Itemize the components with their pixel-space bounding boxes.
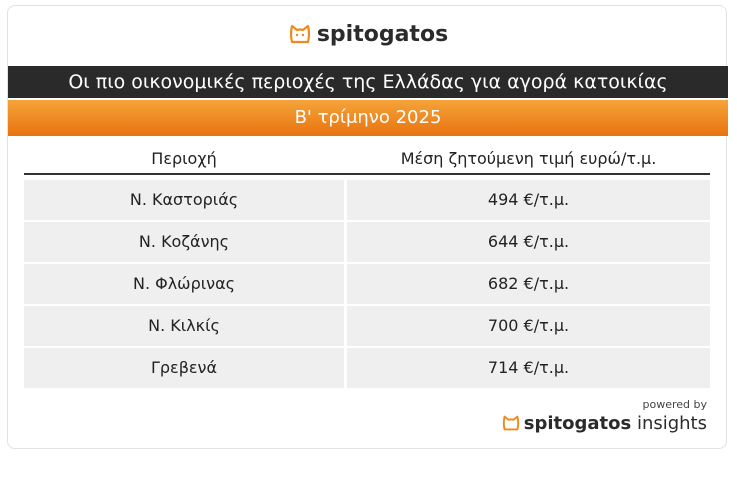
column-header: Μέση ζητούμενη τιμή ευρώ/τ.μ.: [400, 149, 657, 168]
title: Οι πιο οικονομικές περιοχές της Ελλάδας …: [8, 66, 728, 98]
table-cell: 644 €/τ.μ.: [347, 222, 710, 262]
footer-brand-suffix: insights: [636, 413, 707, 434]
subtitle: Β' τρίμηνο 2025: [8, 100, 728, 136]
table-cell: Ν. Φλώρινας: [24, 264, 344, 304]
footer-brand: spitogatos insights: [502, 413, 707, 434]
table-cell: Ν. Κιλκίς: [24, 306, 344, 346]
table-cell: 700 €/τ.μ.: [347, 306, 710, 346]
powered-by: powered by: [642, 398, 708, 411]
table-cell: Ν. Καστοριάς: [24, 180, 344, 220]
footer-brand-name: spitogatos: [523, 413, 632, 434]
table-cell: Γρεβενά: [24, 348, 344, 388]
column-header: Περιοχή: [151, 149, 217, 168]
header-line: [24, 173, 710, 175]
footer-icon: [502, 415, 519, 431]
table-cell: 494 €/τ.μ.: [347, 180, 710, 220]
logo: spitogatos: [0, 22, 737, 47]
table-cell: Ν. Κοζάνης: [24, 222, 344, 262]
table-cell: 714 €/τ.μ.: [347, 348, 710, 388]
logo-icon: [289, 24, 310, 44]
logo-text: spitogatos: [316, 22, 449, 47]
table-cell: 682 €/τ.μ.: [347, 264, 710, 304]
